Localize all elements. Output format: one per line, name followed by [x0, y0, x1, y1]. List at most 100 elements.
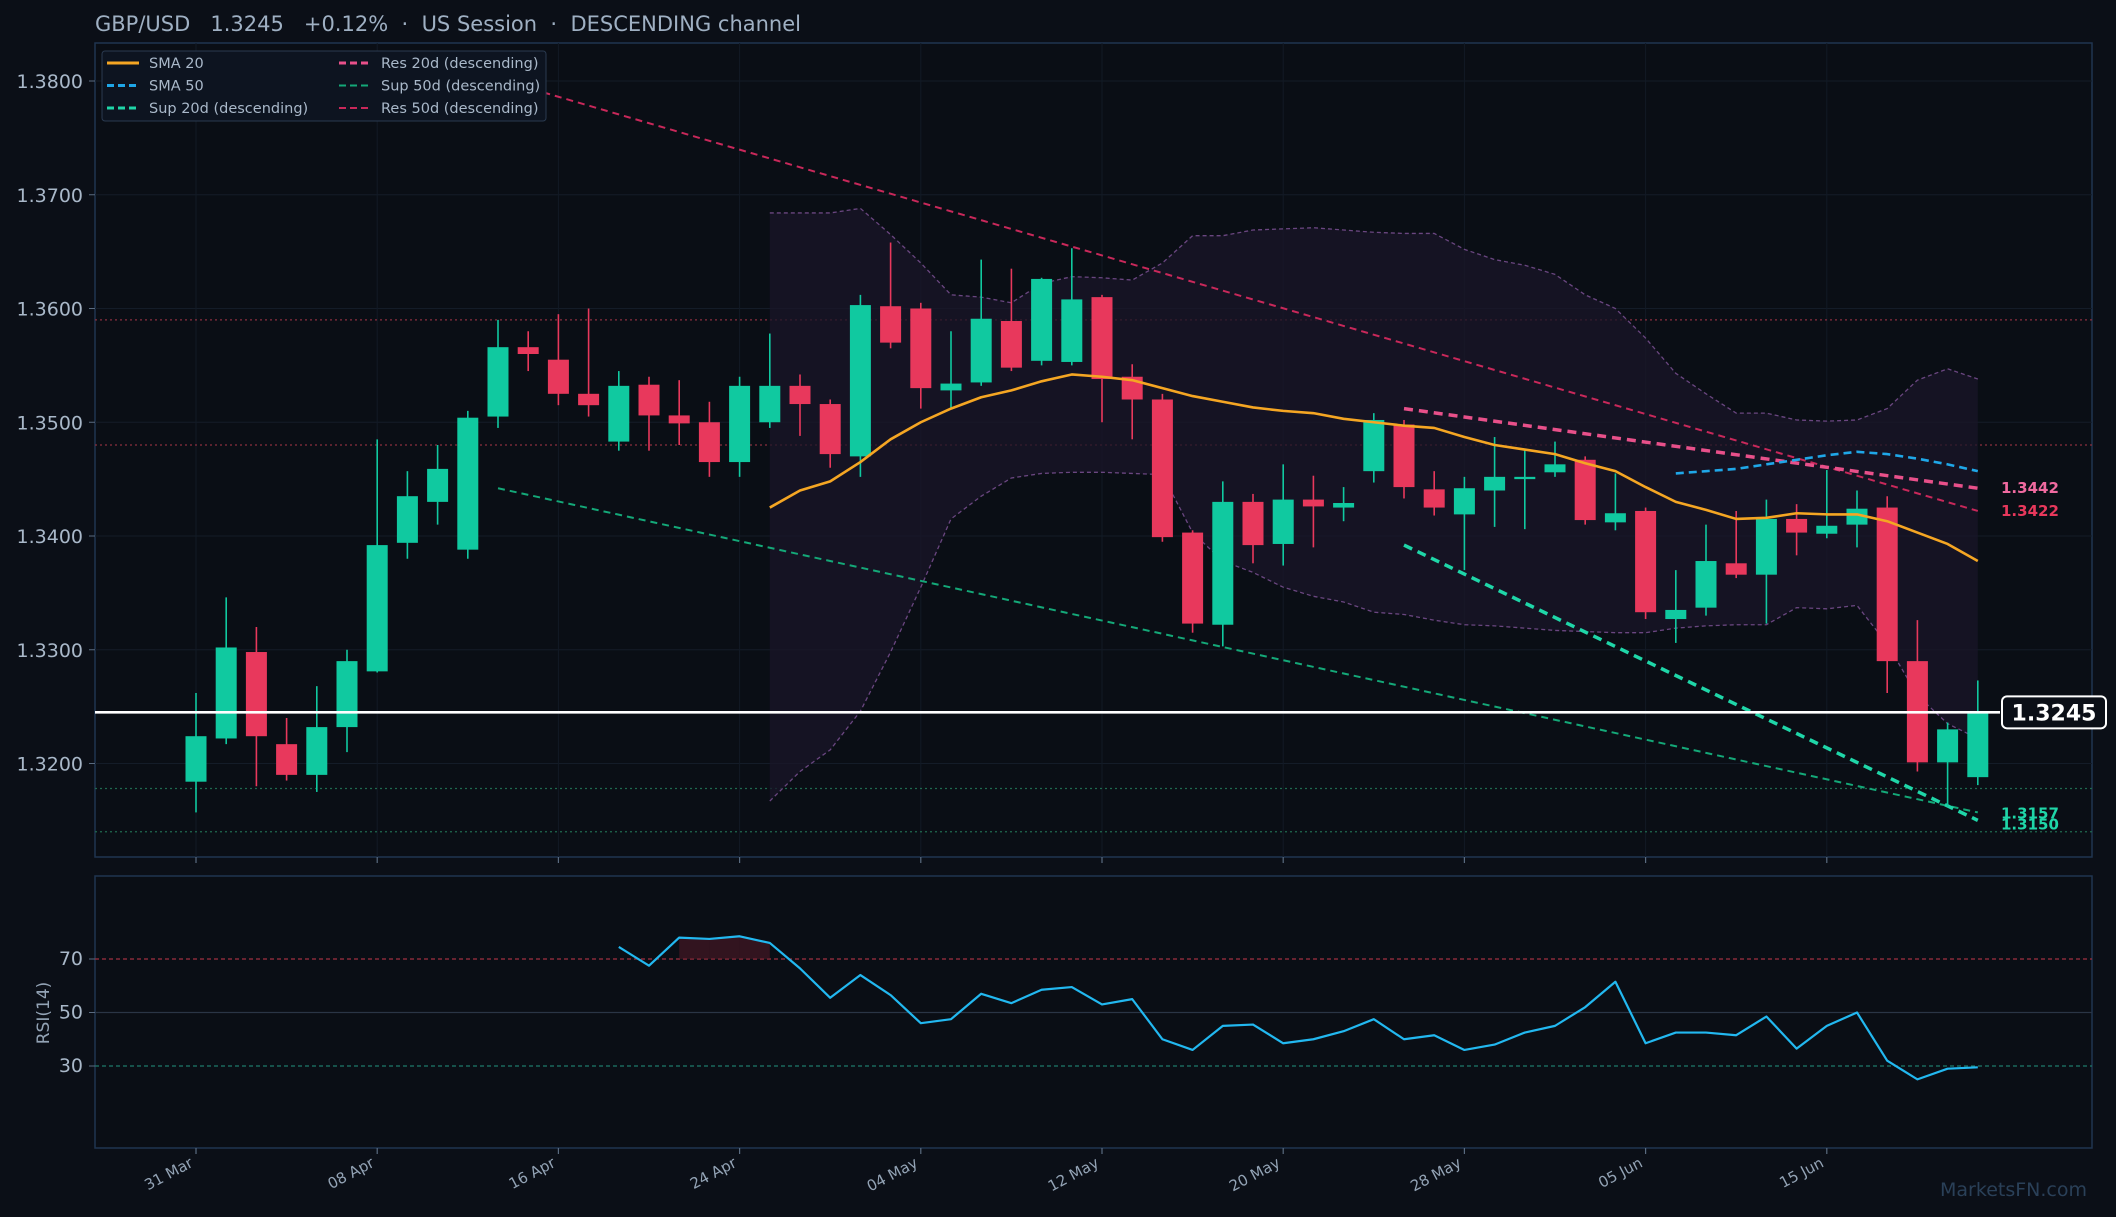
- candle-body: [729, 385, 751, 463]
- main-panel: 1.3800 1.3700 1.3600 1.3500 1.3400 1.3300 1.32…: [17, 42, 2107, 858]
- sup50-line: [497, 487, 1979, 814]
- candle-body: [1695, 561, 1717, 608]
- candle-body: [1423, 489, 1445, 508]
- candle-body: [1333, 503, 1355, 508]
- candle-body: [1514, 476, 1536, 480]
- candle-body: [306, 727, 328, 775]
- candle-body: [336, 661, 358, 728]
- candle-body: [789, 385, 811, 405]
- candle-body: [759, 385, 781, 423]
- rsi-series: 70 50 30: [59, 935, 2092, 1081]
- rsi-line: [618, 935, 1978, 1081]
- moving-averages: [769, 373, 1979, 563]
- candle-body: [517, 347, 539, 354]
- side-label: 1.3442: [2001, 479, 2059, 497]
- rsi-tick-label: 50: [59, 1002, 83, 1024]
- candle-body: [1755, 518, 1777, 575]
- sup20-line: [1403, 543, 1979, 822]
- candle-body: [1635, 510, 1657, 613]
- candle-body: [1363, 419, 1385, 472]
- candle-body: [1846, 508, 1868, 525]
- candle-body: [819, 404, 841, 455]
- y-tick-label: 1.3500: [17, 412, 83, 434]
- candle-body: [427, 468, 449, 502]
- candle-body: [880, 306, 902, 343]
- legend-label-res20: Res 20d (descending): [381, 56, 538, 72]
- candle-body: [1182, 532, 1204, 624]
- candle-body: [1604, 513, 1626, 523]
- candle-body: [1453, 488, 1475, 515]
- rsi-overbought-fill: [709, 936, 740, 959]
- candle-body: [970, 318, 992, 383]
- side-label: 1.3150: [2001, 815, 2059, 833]
- candle-body: [1212, 501, 1234, 625]
- candle-body: [1967, 712, 1989, 778]
- candle-body: [1484, 476, 1506, 491]
- candle-body: [668, 415, 690, 424]
- legend-label-sma50: SMA 50: [149, 79, 204, 95]
- side-label: 1.3422: [2001, 502, 2059, 520]
- side-label: 1.3157: [2001, 804, 2059, 822]
- pair-symbol: GBP/USD: [95, 12, 190, 36]
- legend-box: [101, 50, 547, 122]
- candle-body: [1574, 459, 1596, 521]
- current-price-label: 1.3245: [2012, 701, 2097, 726]
- candle-body: [698, 422, 720, 463]
- candle-body: [547, 359, 569, 394]
- candle-body: [608, 385, 630, 442]
- rsi-overbought-fill: [679, 937, 710, 959]
- candle-body: [1061, 299, 1083, 362]
- y-axis: 1.3800 1.3700 1.3600 1.3500 1.3400 1.3300 1.32…: [17, 71, 95, 776]
- y-tick-label: 1.3800: [17, 71, 83, 93]
- candle-body: [276, 744, 298, 775]
- candle-body: [1816, 525, 1838, 534]
- candle-body: [1242, 501, 1264, 546]
- watermark: MarketsFN.com: [1940, 1179, 2087, 1201]
- candle-body: [245, 652, 267, 737]
- candle-body: [366, 545, 388, 672]
- candle-body: [457, 417, 479, 550]
- candle-body: [185, 736, 207, 782]
- price-change: +0.12%: [304, 12, 388, 36]
- rsi-axis-label: RSI(14): [34, 982, 54, 1045]
- y-tick-label: 1.3300: [17, 640, 83, 662]
- candle-body: [1272, 499, 1294, 544]
- sma20-line: [769, 373, 1979, 563]
- channel-label: DESCENDING channel: [570, 12, 801, 36]
- candle-body: [396, 496, 418, 543]
- candle-body: [849, 305, 871, 457]
- session-label: US Session: [422, 12, 538, 36]
- candle-body: [578, 393, 600, 406]
- current-price: 1.3245: [95, 695, 2107, 730]
- y-tick-label: 1.3600: [17, 299, 83, 321]
- candle-body: [487, 347, 509, 417]
- legend-label-sma20: SMA 20: [149, 56, 204, 72]
- y-tick-label: 1.3200: [17, 754, 83, 776]
- rsi-panel: RSI(14) 70 50 30: [34, 875, 2093, 1149]
- y-tick-label: 1.3700: [17, 185, 83, 207]
- candle-body: [1937, 729, 1959, 763]
- bollinger-lower: [769, 471, 1979, 802]
- legend-label-sup20: Sup 20d (descending): [149, 101, 308, 117]
- candle-body: [910, 308, 932, 389]
- candle-body: [1031, 278, 1053, 361]
- candles: [185, 242, 1989, 813]
- y-tick-label: 1.3400: [17, 526, 83, 548]
- legend-label-res50: Res 50d (descending): [381, 101, 538, 117]
- chart-header: GBP/USD 1.3245 +0.12% · US Session · DES…: [95, 12, 801, 36]
- trend-lines: [497, 91, 1979, 822]
- candle-body: [1393, 424, 1415, 488]
- current-price-badge: [2001, 695, 2107, 730]
- candle-body: [215, 647, 237, 739]
- last-price: 1.3245: [210, 12, 283, 36]
- candle-body: [1151, 399, 1173, 538]
- candle-body: [1091, 297, 1113, 380]
- sma50-line: [1675, 450, 1979, 475]
- candle-body: [1665, 609, 1687, 620]
- res50-line: [543, 91, 1979, 512]
- candle-body: [1302, 499, 1324, 507]
- candle-body: [1725, 563, 1747, 575]
- legend: SMA 20 SMA 50 Sup 20d (descending) Res 20d …: [101, 50, 547, 122]
